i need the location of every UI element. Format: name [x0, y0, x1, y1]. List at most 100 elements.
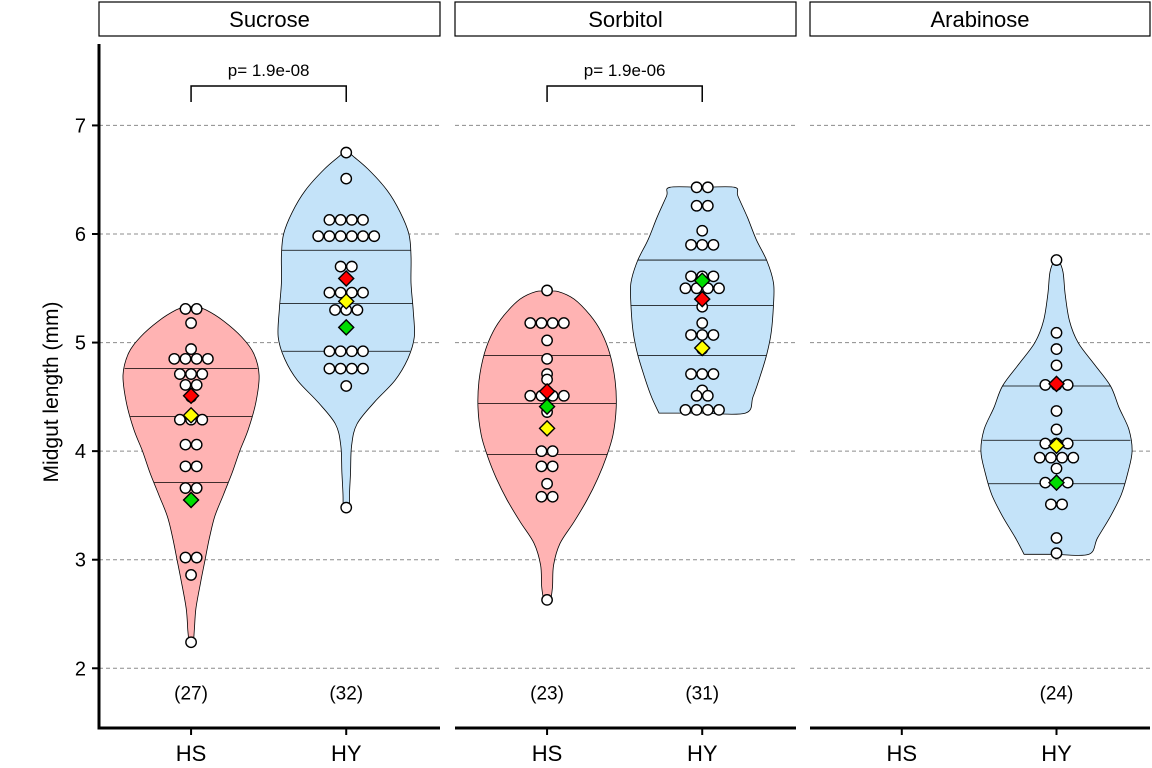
data-point: [190, 460, 203, 473]
data-point: [685, 270, 697, 283]
data-point: [185, 317, 197, 329]
data-point: [334, 230, 347, 243]
group-count-label: (24): [1040, 683, 1074, 704]
data-point: [546, 490, 559, 503]
data-point: [1050, 547, 1063, 560]
data-point: [690, 199, 703, 212]
data-point: [707, 329, 720, 341]
data-point: [323, 345, 336, 358]
data-point: [690, 181, 703, 194]
data-point: [1050, 423, 1063, 436]
data-point: [546, 460, 559, 473]
data-point: [524, 317, 537, 329]
data-point: [1039, 437, 1052, 450]
data-point: [329, 304, 341, 316]
data-point: [679, 282, 692, 295]
data-point: [1050, 405, 1063, 417]
summary-diamond: [182, 387, 200, 405]
summary-diamond: [693, 290, 711, 308]
summary-diamond: [337, 318, 355, 336]
data-point: [541, 352, 553, 365]
data-point: [690, 403, 703, 416]
data-point: [1056, 498, 1069, 511]
data-point: [312, 230, 325, 243]
facet-strip: [809, 1, 1151, 37]
data-point: [1056, 451, 1069, 464]
x-tick-label: HS: [887, 741, 918, 766]
data-point: [173, 413, 186, 426]
facet-strip-label: Arabinose: [930, 7, 1029, 32]
summary-diamond: [1048, 437, 1065, 455]
data-point: [713, 403, 725, 416]
data-point: [1050, 254, 1063, 266]
facet-strip: [454, 1, 797, 37]
summary-diamond: [538, 398, 556, 416]
data-point: [1045, 498, 1057, 511]
significance-bracket: [190, 85, 347, 102]
data-point: [345, 345, 358, 358]
data-point: [179, 482, 192, 494]
y-tick-label: 4: [75, 441, 86, 463]
label-layer: Sucrose HS HY (27) (32) p= 1.9e-08 Sorbitol HS H…: [75, 7, 1074, 766]
data-point: [1039, 379, 1052, 391]
data-point: [535, 490, 548, 503]
violin-hs: [122, 306, 260, 644]
y-tick-label: 2: [75, 658, 86, 680]
data-point: [524, 389, 537, 402]
data-point: [357, 286, 369, 299]
data-point: [334, 362, 347, 375]
group-count-label: (23): [530, 683, 564, 704]
data-point: [535, 460, 548, 473]
data-point: [340, 380, 353, 392]
violin-layer: [122, 146, 1133, 649]
y-axis-label: Midgut length (mm): [40, 302, 63, 483]
data-point: [334, 260, 347, 273]
data-point: [179, 303, 192, 315]
data-point: [185, 569, 197, 581]
data-point: [334, 286, 347, 299]
y-tick-label: 5: [75, 333, 86, 355]
summary-diamond: [538, 419, 556, 437]
data-point: [345, 362, 358, 375]
data-point: [541, 334, 553, 347]
data-point: [696, 368, 709, 380]
y-tick-label: 7: [75, 115, 86, 137]
data-point: [323, 362, 336, 375]
x-tick-label: HY: [687, 741, 718, 766]
data-point: [557, 317, 570, 329]
data-point: [701, 403, 714, 416]
data-point: [707, 270, 720, 283]
data-point: [323, 230, 336, 243]
data-point: [190, 379, 203, 391]
data-point: [1050, 343, 1063, 355]
data-point: [546, 317, 559, 329]
data-point: [707, 238, 720, 251]
data-point: [679, 403, 692, 416]
y-tick-label: 6: [75, 224, 86, 246]
data-point: [690, 389, 703, 402]
data-point: [701, 199, 714, 212]
data-point: [201, 352, 214, 365]
summary-diamond: [693, 272, 711, 290]
data-point: [340, 501, 353, 514]
data-point: [557, 389, 570, 402]
y-tick-label: 3: [75, 550, 86, 572]
data-point: [685, 329, 697, 341]
data-point: [345, 260, 358, 273]
data-point: [1061, 379, 1074, 391]
facet-strip-label: Sorbitol: [588, 7, 663, 32]
data-point: [173, 368, 186, 380]
data-point: [340, 172, 353, 185]
data-point: [696, 317, 709, 329]
data-point: [190, 551, 203, 564]
data-point: [541, 593, 553, 606]
axis-layer: [92, 1, 1151, 735]
summary-diamond: [337, 270, 355, 288]
data-point: [357, 213, 369, 226]
data-point: [345, 286, 358, 299]
p-value-label: p= 1.9e-06: [584, 61, 666, 80]
data-point: [179, 551, 192, 564]
data-point: [351, 304, 364, 316]
data-point: [185, 636, 197, 649]
